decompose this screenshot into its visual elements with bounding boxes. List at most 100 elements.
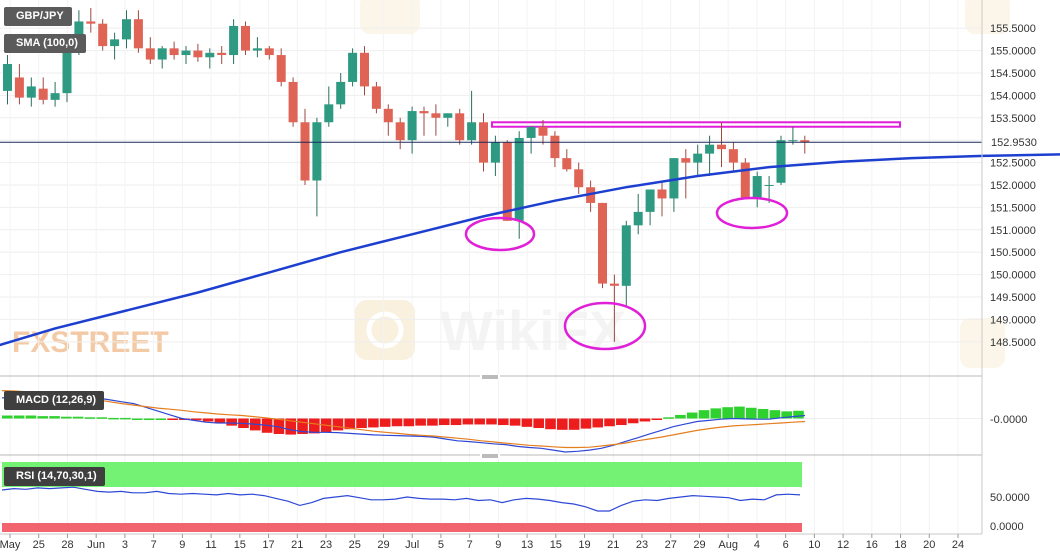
symbol-label[interactable]: GBP/JPY xyxy=(4,7,72,26)
candle-body xyxy=(633,211,643,226)
macd-histogram-bar xyxy=(580,418,592,429)
price-tick-label: 153.5000 xyxy=(990,113,1036,125)
macd-histogram-bar xyxy=(379,418,391,427)
candle-body xyxy=(98,23,108,47)
x-tick-label: 15 xyxy=(550,539,562,551)
x-tick-label: 29 xyxy=(693,539,705,551)
candle-body xyxy=(609,283,619,286)
x-tick-label: 23 xyxy=(320,539,332,551)
x-tick-label: Aug xyxy=(718,539,738,551)
candle-body xyxy=(538,126,548,136)
candle-body xyxy=(502,142,512,221)
x-tick-label: 23 xyxy=(636,539,648,551)
candle-body xyxy=(38,88,48,100)
x-tick-label: 11 xyxy=(205,539,216,551)
ellipse-jul20 xyxy=(563,301,647,351)
rsi-line xyxy=(1,486,801,512)
macd-histogram-bar xyxy=(356,418,367,429)
candle-body xyxy=(717,144,726,150)
candle-body xyxy=(169,48,179,56)
candle-body xyxy=(252,48,262,51)
price-tick-label: 154.0000 xyxy=(990,90,1036,102)
macd-histogram-bar xyxy=(557,418,568,430)
x-tick-label: 15 xyxy=(234,539,246,551)
candle-body xyxy=(229,25,239,56)
x-tick-label: 25 xyxy=(33,539,45,551)
macd-histogram-bar xyxy=(2,415,13,419)
macd-histogram-bar xyxy=(757,408,769,419)
candle-body xyxy=(776,140,786,183)
macd-legend-label[interactable]: MACD (12,26,9) xyxy=(4,391,105,410)
highlight-ellipses xyxy=(464,196,789,351)
candle-body xyxy=(752,176,762,199)
watermark-layer: WikiFX FXSTREET xyxy=(12,0,1010,368)
pane-resize-handle-1[interactable] xyxy=(480,374,500,380)
price-tick-label: 150.5000 xyxy=(990,247,1036,259)
price-tick-label: 149.0000 xyxy=(990,314,1036,326)
macd-histogram-bar xyxy=(663,417,674,419)
candle-body xyxy=(181,50,191,56)
pane-resize-handle-2[interactable] xyxy=(480,453,500,459)
macd-histogram-bar xyxy=(108,417,119,420)
candle-body xyxy=(550,135,560,159)
macd-histogram-bar xyxy=(592,418,604,428)
x-tick-label: 21 xyxy=(607,539,619,551)
candle-body xyxy=(514,137,524,221)
sma-legend-label[interactable]: SMA (100,0) xyxy=(4,34,86,53)
macd-histogram-bar xyxy=(49,416,60,419)
last-price-label: 152.9530 xyxy=(985,133,1047,150)
price-tick-label: 155.0000 xyxy=(990,46,1036,58)
macd-histogram-bar xyxy=(745,407,757,419)
wikifx-logo: WikiFX xyxy=(355,299,626,362)
price-tick-label: 154.5000 xyxy=(990,68,1036,80)
macd-histogram-bar xyxy=(214,418,226,424)
candle-body xyxy=(50,93,60,100)
macd-histogram-bar xyxy=(131,418,143,420)
macd-histogram-bar xyxy=(710,408,722,419)
candle-body xyxy=(764,185,774,186)
x-tick-label: 24 xyxy=(952,539,964,551)
candle-body xyxy=(395,122,405,141)
candle-body xyxy=(740,162,750,199)
candle-body xyxy=(598,202,607,284)
x-tick-label: Jun xyxy=(87,539,105,551)
candle-body xyxy=(371,86,381,109)
macd-histogram-bar xyxy=(72,416,84,419)
candle-body xyxy=(122,19,131,40)
resistance-zone xyxy=(491,121,901,128)
candle-body xyxy=(26,86,36,98)
x-tick-label: 9 xyxy=(495,539,501,551)
price-tick-label: 152.0000 xyxy=(990,180,1036,192)
x-tick-label: 28 xyxy=(61,539,73,551)
candle-body xyxy=(217,52,227,56)
macd-histogram-bar xyxy=(793,410,804,419)
candle-body xyxy=(336,81,346,105)
x-tick-label: 7 xyxy=(151,539,157,551)
wikifx-watermark: WikiFX xyxy=(440,299,626,362)
x-tick-label: 6 xyxy=(783,539,789,551)
x-tick-label: 3 xyxy=(122,539,128,551)
macd-histogram-bar xyxy=(427,418,438,426)
candle-body xyxy=(300,122,310,181)
price-grid xyxy=(0,0,982,534)
candle-body xyxy=(288,81,298,123)
x-tick-label: 16 xyxy=(866,539,878,551)
price-tick-label: 151.5000 xyxy=(990,202,1036,214)
x-tick-label: Jul xyxy=(405,539,419,551)
candle-body xyxy=(526,126,536,138)
sma-line xyxy=(0,153,1060,347)
macd-histogram-bar xyxy=(37,416,49,419)
candle-body xyxy=(62,46,72,94)
price-tick-label: 149.5000 xyxy=(990,292,1036,304)
rsi-legend-label[interactable]: RSI (14,70,30,1) xyxy=(4,467,105,486)
macd-histogram-bar xyxy=(285,418,297,435)
rsi-tick-label: 50.0000 xyxy=(990,492,1030,504)
macd-histogram-bar xyxy=(309,418,320,434)
price-tick-label: 151.0000 xyxy=(990,225,1036,237)
x-tick-label: 5 xyxy=(438,539,444,551)
candle-body xyxy=(467,122,477,141)
x-tick-label: 17 xyxy=(262,539,274,551)
macd-histogram-bar xyxy=(202,418,214,422)
rsi-axis: 50.0000 0.0000 xyxy=(990,492,1030,533)
